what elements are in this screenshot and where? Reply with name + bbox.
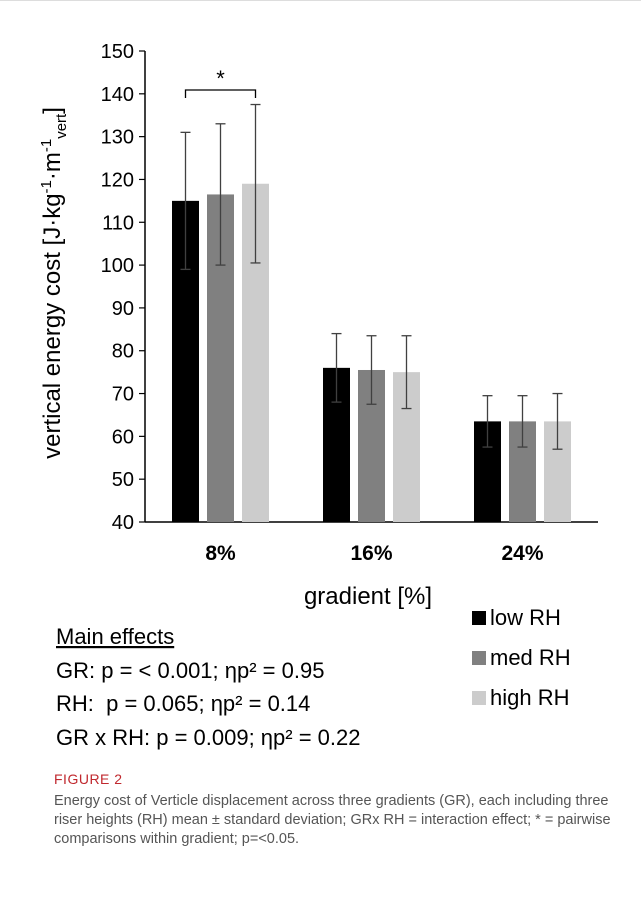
main-effects-title: Main effects	[56, 624, 174, 649]
y-tick-label: 90	[112, 298, 134, 320]
legend: low RH med RH high RH	[472, 605, 571, 710]
main-effects-line-rh: RH: p = 0.065; ηp² = 0.14	[56, 691, 310, 716]
y-tick-label: 110	[102, 212, 134, 234]
y-tick-label: 40	[112, 512, 134, 534]
legend-label: high RH	[490, 685, 569, 710]
y-axis-title-sup2: -1	[38, 139, 55, 152]
x-tick-label: 16%	[350, 542, 392, 565]
caption-text: Energy cost of Verticle displacement acr…	[54, 793, 611, 847]
bar-chart: vertical energy cost [J·kg-1·m-1vert] 40…	[38, 41, 598, 750]
svg-text:vertical energy cost [J·kg-1·m: vertical energy cost [J·kg-1·m-1vert]	[38, 107, 70, 459]
y-tick-label: 120	[101, 169, 134, 191]
x-axis: 8% 16% 24%	[145, 521, 598, 565]
legend-swatch	[472, 611, 486, 625]
y-tick-label: 60	[112, 426, 134, 448]
y-axis-title: vertical energy cost [J·kg-1·m-1vert]	[38, 107, 70, 459]
main-effects-line-gr: GR: p = < 0.001; ηp² = 0.95	[56, 658, 324, 683]
bars-group	[172, 183, 571, 522]
y-axis-title-sub: vert	[53, 113, 70, 139]
y-tick-label: 70	[112, 384, 134, 406]
legend-label: med RH	[490, 645, 571, 670]
x-tick-label: 24%	[501, 542, 543, 565]
main-effects-line-interaction: GR x RH: p = 0.009; ηp² = 0.22	[56, 725, 361, 750]
x-tick-label: 8%	[205, 542, 236, 565]
y-axis-title-end: ]	[39, 107, 66, 114]
y-tick-label: 80	[112, 341, 134, 363]
legend-label: low RH	[490, 605, 561, 630]
significance-bracket	[184, 89, 257, 98]
main-effects-block: Main effects GR: p = < 0.001; ηp² = 0.95…	[56, 624, 361, 750]
y-tick-label: 50	[112, 469, 134, 491]
caption-label: FIGURE 2	[54, 771, 123, 787]
y-tick-label: 140	[101, 84, 134, 106]
legend-swatch	[472, 651, 486, 665]
y-tick-label: 150	[101, 41, 134, 63]
error-bars-group	[180, 103, 563, 450]
y-axis-title-mid: ·m	[39, 152, 66, 180]
y-axis-title-sup1: -1	[38, 180, 55, 193]
y-axis-title-main: vertical energy cost [J·kg	[39, 193, 66, 458]
y-axis: 40 50 60 70 80 90 100 110 120 130 140 150	[101, 41, 146, 534]
significance-annotation: *	[184, 66, 257, 98]
legend-swatch	[472, 691, 486, 705]
x-axis-title: gradient [%]	[304, 583, 432, 610]
significance-star: *	[216, 66, 225, 91]
y-tick-label: 100	[101, 255, 134, 277]
y-tick-label: 130	[101, 127, 134, 149]
figure-caption: FIGURE 2 Energy cost of Verticle displac…	[54, 771, 619, 849]
